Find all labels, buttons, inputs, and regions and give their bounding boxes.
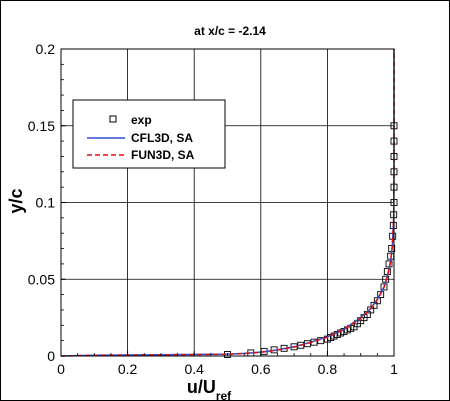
y-axis-label: y/c (6, 188, 26, 213)
legend-label-cfl3d: CFL3D, SA (131, 131, 193, 145)
y-tick-label: 0.2 (36, 41, 56, 57)
legend-box (72, 99, 226, 169)
y-tick-label: 0 (47, 348, 55, 364)
x-tick-label: 0.4 (184, 361, 204, 377)
x-axis-label-subscript: ref (216, 389, 232, 400)
x-tick-label: 1 (390, 361, 398, 377)
chart-title: at x/c = -2.14 (194, 24, 266, 38)
data-point-exp (380, 283, 388, 291)
y-tick-label: 0.1 (36, 195, 56, 211)
x-tick-label: 0 (57, 361, 65, 377)
legend: exp CFL3D, SA FUN3D, SA (72, 99, 226, 169)
x-axis-label-main: u/U (187, 377, 216, 397)
grid-lines (61, 49, 394, 356)
legend-square-marker (109, 115, 117, 123)
legend-label-exp: exp (131, 113, 152, 127)
x-tick-label: 0.6 (251, 361, 271, 377)
y-axis-ticks: 0 0.05 0.1 0.15 0.2 (28, 41, 66, 364)
x-tick-label: 0.2 (118, 361, 138, 377)
x-axis-label: u/Uref (187, 377, 232, 400)
y-tick-label: 0.05 (28, 271, 55, 287)
legend-label-fun3d: FUN3D, SA (131, 148, 195, 162)
y-tick-label: 0.15 (28, 118, 55, 134)
x-axis-ticks: 0 0.2 0.4 0.6 0.8 1 (57, 351, 398, 377)
x-tick-label: 0.8 (318, 361, 338, 377)
series-line-fun3d-sa (60, 49, 395, 357)
series-layer (60, 49, 398, 358)
